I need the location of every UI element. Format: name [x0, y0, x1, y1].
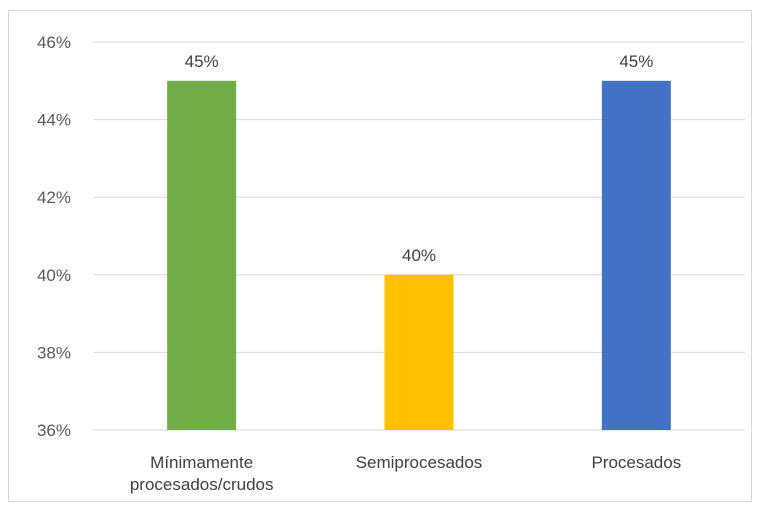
y-tick-label: 38%: [37, 343, 71, 362]
bar: [384, 274, 454, 430]
y-tick-label: 44%: [37, 111, 71, 130]
data-label: 45%: [619, 52, 653, 71]
bar: [601, 80, 671, 431]
y-tick-label: 46%: [37, 33, 71, 52]
x-tick-label-line: procesados/crudos: [130, 475, 274, 494]
data-label: 45%: [185, 52, 219, 71]
x-tick-label-line: Mínimamente: [150, 453, 253, 472]
bar-chart: 36% 38% 40% 42% 44% 46% 45% Mínimamente procesad…: [37, 33, 745, 494]
y-tick-label: 40%: [37, 266, 71, 285]
x-tick-label: Semiprocesados: [356, 453, 483, 472]
chart-frame: 36% 38% 40% 42% 44% 46% 45% Mínimamente procesad…: [8, 10, 752, 502]
x-tick-label: Procesados: [591, 453, 681, 472]
y-tick-label: 36%: [37, 421, 71, 440]
x-tick-label: Mínimamente procesados/crudos: [130, 453, 274, 494]
data-label: 40%: [402, 246, 436, 265]
bar: [167, 80, 237, 431]
y-tick-label: 42%: [37, 188, 71, 207]
x-tick-label-line: Semiprocesados: [356, 453, 483, 472]
x-tick-label-line: Procesados: [591, 453, 681, 472]
